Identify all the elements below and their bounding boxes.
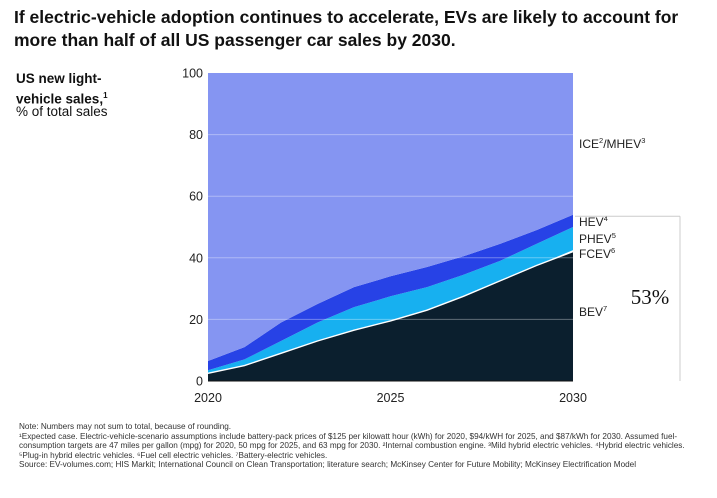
gridlines <box>208 134 573 382</box>
y-axis-label-text: US new light-vehicle sales, <box>16 71 104 107</box>
stacked-area-chart: 0 20 40 60 80 100 2020 2025 2030 BEV7 FCEV6PHEV5… <box>182 67 681 405</box>
y-tick-label: 100 <box>182 67 203 81</box>
footnote-text: ¹Expected case. Electric-vehicle-scenari… <box>19 431 685 460</box>
y-axis-unit: % of total sales <box>16 104 108 119</box>
y-tick-label: 0 <box>196 375 203 389</box>
share-annotation: 53% <box>631 285 670 309</box>
x-tick-label: 2025 <box>377 391 405 405</box>
y-tick-label: 40 <box>189 251 203 265</box>
area-bev <box>208 251 573 381</box>
area-ice <box>208 73 573 361</box>
chart-title: If electric-vehicle adoption continues t… <box>14 7 679 50</box>
area-fcev-line <box>207 250 574 374</box>
area-layers <box>207 73 574 381</box>
y-tick-label: 60 <box>189 190 203 204</box>
series-label-ice: ICE2/MHEV3 <box>579 136 645 151</box>
footnotes: Note: Numbers may not sum to total, beca… <box>19 422 709 470</box>
y-axis-label: US new light-vehicle sales,1 <box>16 70 136 108</box>
series-label-hev: HEV4 <box>579 214 608 229</box>
series-label-phev: PHEV5 <box>579 231 616 246</box>
source-text: Source: EV-volumes.com; HIS Markit; Inte… <box>19 460 637 470</box>
x-tick-labels: 2020 2025 2030 <box>194 391 587 405</box>
series-label-bev: BEV7 <box>579 304 607 319</box>
area-phev <box>208 227 573 374</box>
y-axis-label-footnote: 1 <box>103 91 108 100</box>
x-tick-label: 2020 <box>194 391 222 405</box>
y-tick-labels: 0 20 40 60 80 100 <box>182 67 203 389</box>
series-label-fcev: FCEV6 <box>579 246 615 261</box>
area-hev <box>208 214 573 371</box>
y-tick-label: 80 <box>189 128 203 142</box>
note-text: Note: Numbers may not sum to total, beca… <box>19 422 232 431</box>
x-tick-label: 2030 <box>559 391 587 405</box>
y-tick-label: 20 <box>189 313 203 327</box>
